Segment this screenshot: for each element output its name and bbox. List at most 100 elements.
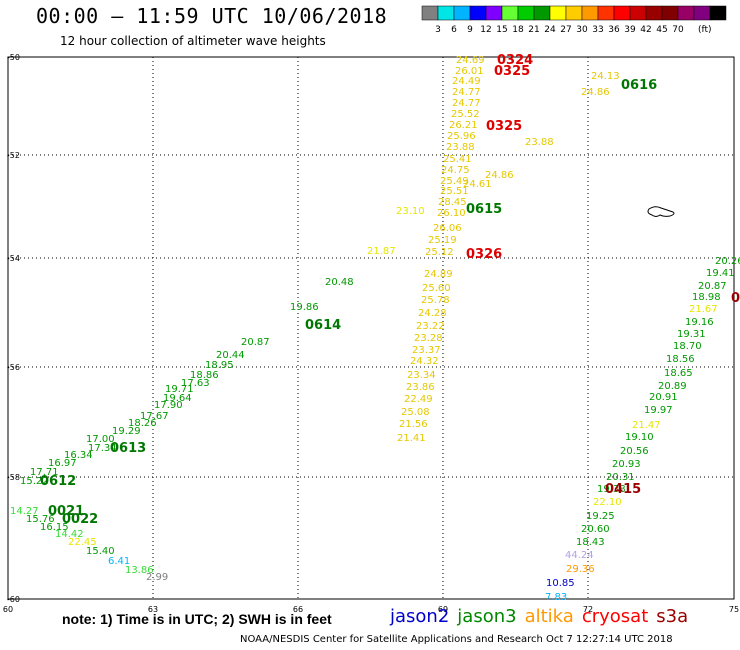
track-value-label: 24.75 — [441, 165, 470, 176]
track-value-label: 14.42 — [55, 529, 84, 540]
track-value-label: 7.83 — [545, 592, 567, 603]
scale-label: 33 — [592, 25, 603, 35]
scale-label: 24 — [544, 25, 556, 35]
track-value-label: 20.87 — [698, 281, 727, 292]
track-value-label: 23.88 — [446, 142, 475, 153]
track-value-label: 21.47 — [632, 420, 661, 431]
track-value-label: 22.49 — [404, 394, 433, 405]
scale-label: 27 — [560, 25, 571, 35]
lat-label: -52 — [7, 151, 20, 160]
track-value-label: 24.86 — [581, 87, 610, 98]
track-value-label: 24.32 — [410, 356, 439, 367]
track-value-label: 26.21 — [449, 120, 478, 131]
track-value-label: 20.44 — [216, 350, 245, 361]
track-value-label: 22.10 — [593, 497, 622, 508]
track-value-label: 18.56 — [666, 354, 695, 365]
track-value-label: 24.28 — [418, 308, 447, 319]
track-value-label: 25.78 — [421, 295, 450, 306]
pass-time-label: 0615 — [466, 202, 502, 217]
scale-label: 3 — [435, 25, 441, 35]
pass-time-label: 0613 — [110, 441, 146, 456]
lat-label: -56 — [7, 363, 20, 372]
track-value-label: 19.31 — [677, 329, 706, 340]
track-value-label: 18.43 — [576, 537, 605, 548]
track-value-label: 17.90 — [154, 400, 183, 411]
track-value-label: 21.67 — [689, 304, 718, 315]
track-value-label: 28.45 — [438, 197, 467, 208]
track-value-label: 24.69 — [456, 55, 485, 66]
track-value-label: 20.87 — [241, 337, 270, 348]
lon-label: 75 — [729, 605, 739, 614]
pass-time-label: 0415 — [605, 482, 641, 497]
track-value-label: 25.19 — [428, 235, 457, 246]
satellite-legend-item: altika — [524, 606, 574, 627]
track-value-label: 23.28 — [414, 333, 443, 344]
track-value-label: 15.22 — [20, 476, 49, 487]
track-value-label: 25.41 — [443, 154, 472, 165]
track-value-label: 20.89 — [658, 381, 687, 392]
track-value-label: 18.70 — [673, 341, 702, 352]
credit-line: NOAA/NESDIS Center for Satellite Applica… — [240, 634, 673, 645]
scale-label: 15 — [496, 25, 507, 35]
track-value-label: 20.91 — [649, 392, 678, 403]
track-value-label: 25.96 — [447, 131, 476, 142]
track-value-label: 25.60 — [422, 283, 451, 294]
lat-label: -58 — [7, 473, 20, 482]
track-value-label: 20.56 — [620, 446, 649, 457]
scale-label: 6 — [451, 25, 457, 35]
pass-time-label: 0021 — [48, 504, 84, 519]
lon-label: 66 — [293, 605, 303, 614]
track-value-label: 13.86 — [125, 565, 154, 576]
track-value-label: 24.86 — [485, 170, 514, 181]
track-value-label: 24.13 — [591, 71, 620, 82]
track-value-label: 19.10 — [625, 432, 654, 443]
track-value-label: 20.31 — [606, 472, 635, 483]
track-value-label: 17.67 — [140, 411, 169, 422]
track-value-label: 19.25 — [586, 511, 615, 522]
satellite-legend-item: cryosat — [581, 606, 649, 627]
track-value-label: 23.10 — [396, 206, 425, 217]
track-value-label: 19.97 — [644, 405, 673, 416]
map-frame — [7, 56, 735, 600]
track-value-label: 26.10 — [437, 208, 466, 219]
track-value-label: 24.77 — [452, 98, 481, 109]
track-value-label: 24.61 — [463, 179, 492, 190]
track-value-label: 18.65 — [664, 368, 693, 379]
scale-label: 36 — [608, 25, 620, 35]
pass-time-label: 0325 — [494, 64, 530, 79]
scale-label: 45 — [656, 25, 667, 35]
track-value-label: 19.38 — [597, 484, 626, 495]
lat-label: -60 — [7, 595, 20, 604]
track-value-label: 29.36 — [566, 564, 595, 575]
pass-time-label-clipped: 0 — [731, 291, 740, 306]
track-value-label: 25.52 — [451, 109, 480, 120]
track-value-label: 2.99 — [146, 572, 168, 583]
track-value-label: 17.63 — [181, 378, 210, 389]
track-value-label: 23.86 — [406, 382, 435, 393]
track-value-label: 15.40 — [86, 546, 115, 557]
track-value-label: 19.86 — [290, 302, 319, 313]
track-value-label: 44.24 — [565, 550, 594, 561]
track-value-label: 20.48 — [325, 277, 354, 288]
scale-label: 18 — [512, 25, 524, 35]
track-value-label: 23.88 — [525, 137, 554, 148]
scale-label: 21 — [528, 25, 539, 35]
track-value-label: 24.49 — [452, 76, 481, 87]
pass-time-label: 0325 — [486, 119, 522, 134]
track-value-label: 18.98 — [692, 292, 721, 303]
track-value-label: 17.00 — [86, 434, 115, 445]
pass-time-label: 0616 — [621, 78, 657, 93]
pass-time-label: 0324 — [497, 53, 533, 68]
track-value-label: 24.89 — [424, 269, 453, 280]
track-value-label: 19.64 — [163, 393, 192, 404]
pass-time-label: 0614 — [305, 318, 341, 333]
track-value-label: 25.51 — [440, 186, 469, 197]
scale-label: 70 — [672, 25, 684, 35]
track-value-label: 16.15 — [40, 522, 69, 533]
scale-label: 9 — [467, 25, 473, 35]
scale-label: 42 — [640, 25, 651, 35]
lon-label: 72 — [583, 605, 593, 614]
pass-time-label: 0022 — [62, 512, 98, 527]
scale-swatch — [709, 5, 727, 21]
